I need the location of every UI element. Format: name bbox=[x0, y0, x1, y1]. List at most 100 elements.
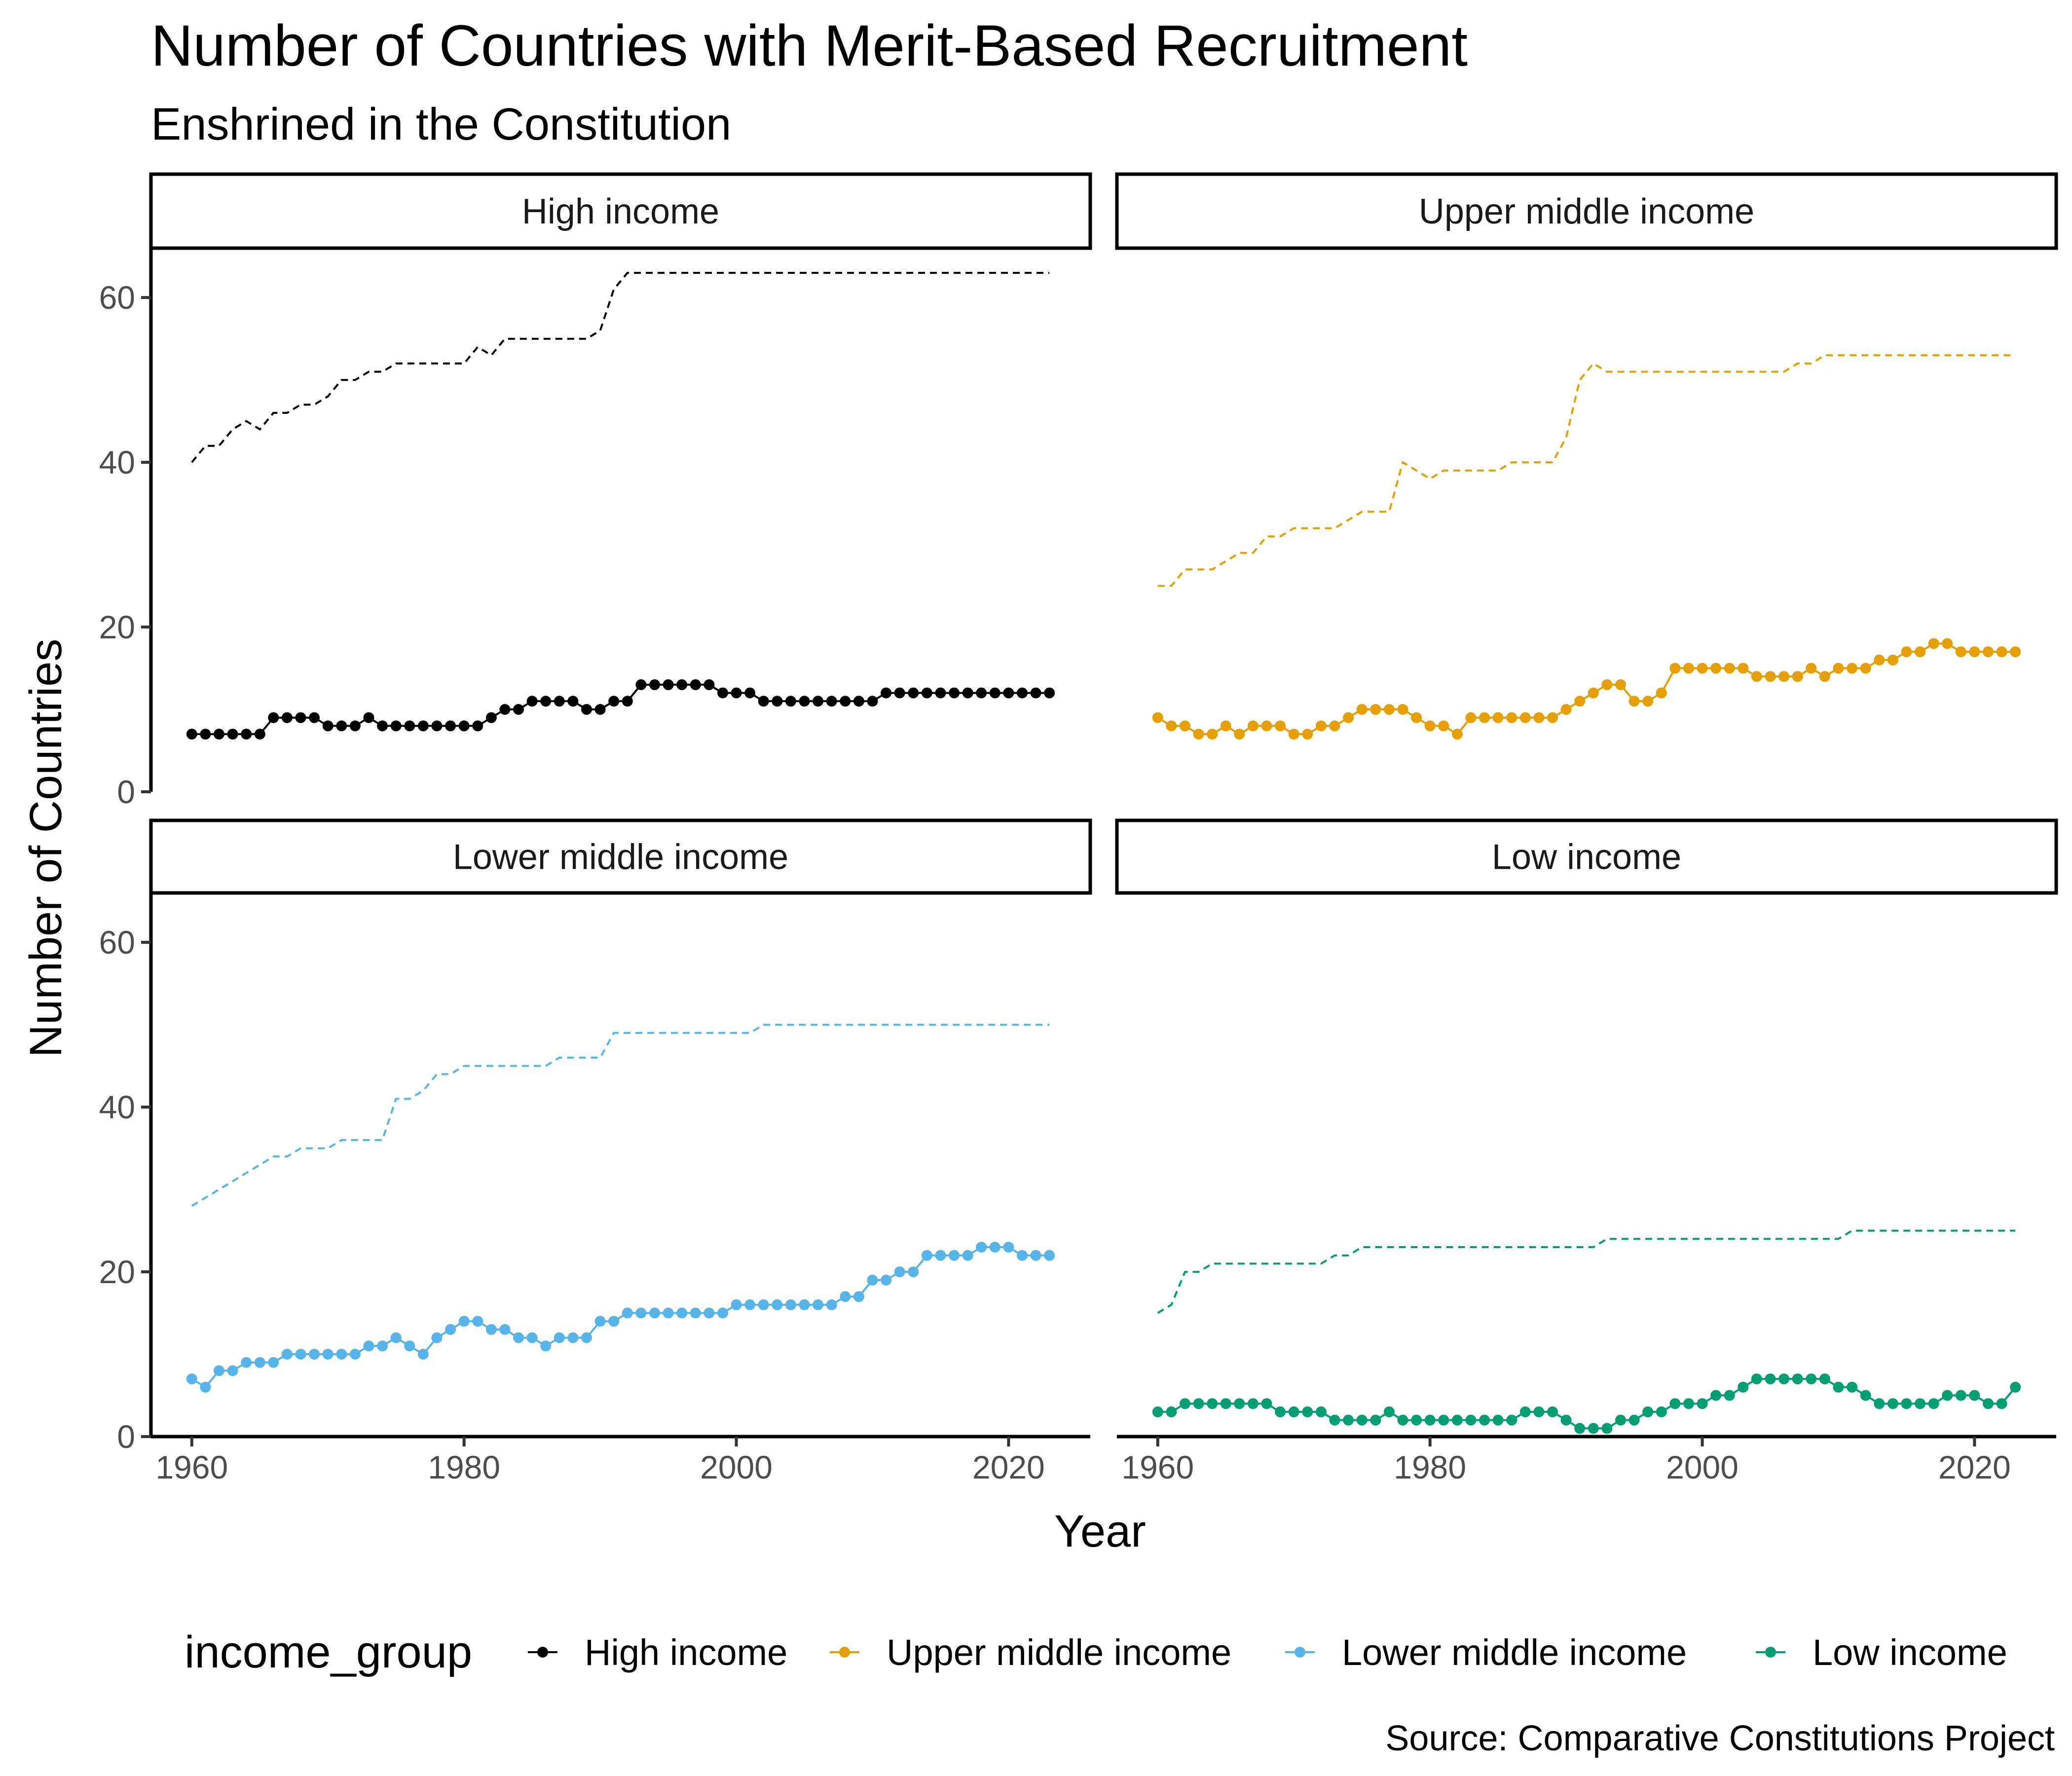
data-point bbox=[1017, 687, 1028, 699]
data-point bbox=[1547, 1406, 1558, 1417]
data-point bbox=[1901, 646, 1912, 658]
data-point bbox=[935, 1250, 946, 1261]
data-point bbox=[336, 1349, 347, 1360]
data-point bbox=[526, 696, 538, 707]
data-point bbox=[758, 1299, 769, 1310]
data-point bbox=[417, 720, 429, 732]
data-point bbox=[390, 720, 402, 732]
data-point bbox=[608, 1316, 620, 1327]
data-point bbox=[1928, 638, 1939, 649]
data-point bbox=[1193, 729, 1204, 740]
legend-label: Lower middle income bbox=[1342, 1632, 1687, 1673]
legend-label: Low income bbox=[1813, 1632, 2007, 1673]
data-point bbox=[894, 1266, 905, 1278]
panel-high-income: High income 0 20 40 60 bbox=[99, 172, 1092, 810]
legend-label: High income bbox=[585, 1632, 787, 1673]
data-point bbox=[1778, 1373, 1790, 1385]
data-point bbox=[1697, 663, 1708, 674]
data-point bbox=[1465, 712, 1477, 723]
data-point bbox=[1792, 671, 1803, 682]
data-point bbox=[881, 687, 892, 699]
data-point bbox=[853, 1291, 864, 1302]
legend: income_group High income Upper middle inco… bbox=[185, 1627, 2007, 1677]
data-point bbox=[1887, 1398, 1898, 1409]
data-point bbox=[472, 1316, 483, 1327]
series-line-lower-middle-income bbox=[191, 1246, 1050, 1389]
data-point bbox=[1847, 663, 1858, 674]
data-point bbox=[976, 1242, 987, 1253]
data-point bbox=[186, 729, 197, 740]
facet-panels: High income 0 20 40 60 Upper middle income Low… bbox=[99, 172, 2058, 1485]
data-point bbox=[281, 712, 293, 723]
data-point bbox=[853, 696, 864, 707]
data-point bbox=[241, 729, 252, 740]
data-point bbox=[867, 696, 878, 707]
data-point bbox=[526, 1332, 538, 1343]
data-point bbox=[758, 696, 769, 707]
data-point bbox=[826, 696, 837, 707]
data-point bbox=[254, 729, 265, 740]
data-point bbox=[1180, 720, 1190, 732]
data-point bbox=[813, 696, 824, 707]
data-point bbox=[1928, 1398, 1939, 1409]
data-point bbox=[1955, 1390, 1966, 1401]
legend-key-point bbox=[537, 1647, 548, 1658]
data-point bbox=[1411, 712, 1422, 723]
data-point bbox=[241, 1357, 252, 1368]
data-point bbox=[594, 704, 606, 715]
data-point bbox=[935, 687, 946, 699]
data-point bbox=[1874, 654, 1885, 666]
series-line-high-income bbox=[191, 683, 1050, 736]
data-point bbox=[513, 1332, 524, 1343]
data-point bbox=[1030, 687, 1041, 699]
data-point bbox=[744, 1299, 756, 1310]
data-point bbox=[1996, 1398, 2007, 1409]
data-point bbox=[1302, 729, 1313, 740]
data-point bbox=[322, 720, 333, 732]
data-point bbox=[1955, 646, 1966, 658]
y-tick-label: 20 bbox=[99, 609, 135, 645]
data-point bbox=[717, 687, 728, 699]
totals-line-lower-middle-income bbox=[191, 1024, 1050, 1207]
x-tick-label: 1980 bbox=[428, 1449, 500, 1485]
data-point bbox=[908, 1266, 919, 1278]
data-point bbox=[1370, 704, 1381, 715]
data-point bbox=[1329, 1414, 1340, 1426]
y-tick-label: 60 bbox=[99, 924, 135, 961]
data-point bbox=[472, 720, 483, 732]
data-point bbox=[1669, 1398, 1681, 1409]
data-point bbox=[1356, 704, 1368, 715]
data-point bbox=[1288, 1406, 1299, 1417]
data-point bbox=[363, 712, 374, 723]
data-point bbox=[731, 1299, 742, 1310]
data-point bbox=[1207, 729, 1218, 740]
data-point bbox=[1438, 720, 1449, 732]
chart-subtitle: Enshrined in the Constitution bbox=[151, 99, 731, 149]
data-point bbox=[622, 696, 633, 707]
legend-item-upper-middle-income: Upper middle income bbox=[830, 1632, 1231, 1673]
data-point bbox=[1996, 646, 2007, 658]
data-point bbox=[1601, 679, 1613, 690]
data-point bbox=[363, 1340, 374, 1352]
data-point bbox=[1519, 712, 1531, 723]
totals-line-upper-middle-income bbox=[1157, 354, 2016, 587]
data-point bbox=[1329, 720, 1340, 732]
data-point bbox=[908, 687, 919, 699]
data-point bbox=[976, 687, 987, 699]
legend-item-lower-middle-income: Lower middle income bbox=[1285, 1632, 1687, 1673]
data-point bbox=[295, 1349, 306, 1360]
data-point bbox=[703, 1307, 715, 1319]
data-point bbox=[540, 696, 552, 707]
data-point bbox=[1969, 1390, 1980, 1401]
data-point bbox=[295, 712, 306, 723]
data-point bbox=[567, 1332, 579, 1343]
data-point bbox=[281, 1349, 293, 1360]
data-point bbox=[1574, 696, 1586, 707]
data-point bbox=[1738, 1381, 1749, 1393]
data-point bbox=[485, 712, 497, 723]
data-point bbox=[1343, 712, 1354, 723]
data-point bbox=[1424, 1414, 1436, 1426]
data-point bbox=[649, 679, 660, 690]
data-point bbox=[227, 729, 238, 740]
x-axis-title: Year bbox=[1054, 1506, 1146, 1556]
